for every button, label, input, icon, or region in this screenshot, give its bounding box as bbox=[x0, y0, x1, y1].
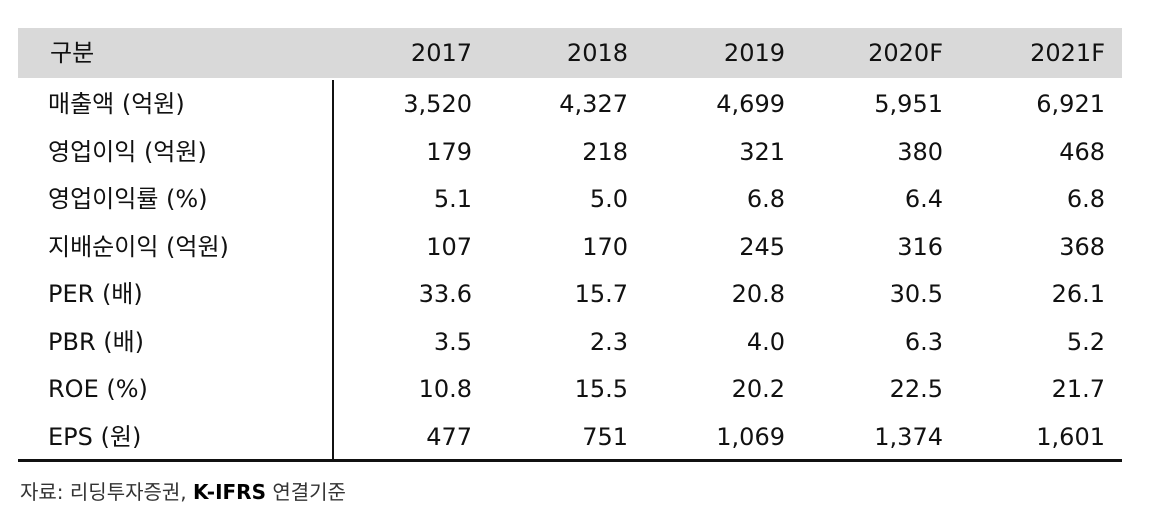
table-cell: 4,699 bbox=[716, 90, 785, 118]
header-cell: 2019 bbox=[723, 39, 785, 67]
table-cell: 477 bbox=[426, 422, 472, 451]
row-label: 매출액 (억원) bbox=[48, 90, 185, 118]
header-band bbox=[18, 28, 1122, 78]
table-cell: 20.2 bbox=[731, 375, 785, 403]
row-label: EPS (원) bbox=[48, 422, 142, 451]
table-cell: 4.0 bbox=[746, 327, 785, 356]
header-cell: 구분 bbox=[50, 39, 95, 67]
row-label: PER (배) bbox=[48, 280, 143, 308]
table-cell: 15.7 bbox=[574, 280, 628, 308]
table-cell: 30.5 bbox=[889, 280, 943, 308]
row-label: 지배순이익 (억원) bbox=[48, 232, 229, 261]
table-cell: 6.8 bbox=[746, 185, 785, 213]
row-label: PBR (배) bbox=[48, 327, 145, 356]
table-cell: 6.4 bbox=[904, 185, 943, 213]
table-cell: 6.8 bbox=[1066, 185, 1105, 213]
header-cell: 2020F bbox=[868, 39, 943, 67]
table-cell: 21.7 bbox=[1051, 375, 1105, 403]
table-cell: 368 bbox=[1059, 232, 1105, 261]
table-cell: 170 bbox=[582, 232, 628, 261]
table-cell: 3.5 bbox=[433, 327, 472, 356]
table-cell: 1,374 bbox=[874, 422, 943, 451]
table-cell: 245 bbox=[739, 232, 785, 261]
column-divider bbox=[332, 80, 334, 460]
row-label: 영업이익 (억원) bbox=[48, 137, 207, 166]
header-cell: 2017 bbox=[410, 39, 472, 67]
table-cell: 316 bbox=[897, 232, 943, 261]
row-label: 영업이익률 (%) bbox=[48, 185, 208, 213]
table-cell: 2.3 bbox=[589, 327, 628, 356]
header-cell: 2021F bbox=[1030, 39, 1105, 67]
table-cell: 3,520 bbox=[403, 90, 472, 118]
table-cell: 20.8 bbox=[731, 280, 785, 308]
table-cell: 15.5 bbox=[574, 375, 628, 403]
table-cell: 6.3 bbox=[904, 327, 943, 356]
table-cell: 380 bbox=[897, 137, 943, 166]
table-cell: 1,069 bbox=[716, 422, 785, 451]
table-cell: 751 bbox=[582, 422, 628, 451]
table-cell: 5.1 bbox=[433, 185, 472, 213]
header-cell: 2018 bbox=[566, 39, 628, 67]
bottom-rule bbox=[18, 459, 1122, 462]
table-cell: 10.8 bbox=[418, 375, 472, 403]
source-bold: K-IFRS bbox=[193, 480, 266, 504]
table-cell: 5.2 bbox=[1066, 327, 1105, 356]
table-cell: 1,601 bbox=[1036, 422, 1105, 451]
table-cell: 5,951 bbox=[874, 90, 943, 118]
table-cell: 33.6 bbox=[418, 280, 472, 308]
table-cell: 321 bbox=[739, 137, 785, 166]
source-suffix: 연결기준 bbox=[272, 480, 346, 504]
source-prefix: 자료: 리딩투자증권, bbox=[20, 480, 187, 504]
table-cell: 218 bbox=[582, 137, 628, 166]
table-cell: 6,921 bbox=[1036, 90, 1105, 118]
table-cell: 22.5 bbox=[889, 375, 943, 403]
source-note: 자료: 리딩투자증권, K-IFRS 연결기준 bbox=[20, 476, 346, 505]
table-cell: 179 bbox=[426, 137, 472, 166]
table-cell: 107 bbox=[426, 232, 472, 261]
table-cell: 5.0 bbox=[589, 185, 628, 213]
table-cell: 4,327 bbox=[559, 90, 628, 118]
row-label: ROE (%) bbox=[48, 375, 148, 403]
table-cell: 26.1 bbox=[1051, 280, 1105, 308]
table-cell: 468 bbox=[1059, 137, 1105, 166]
